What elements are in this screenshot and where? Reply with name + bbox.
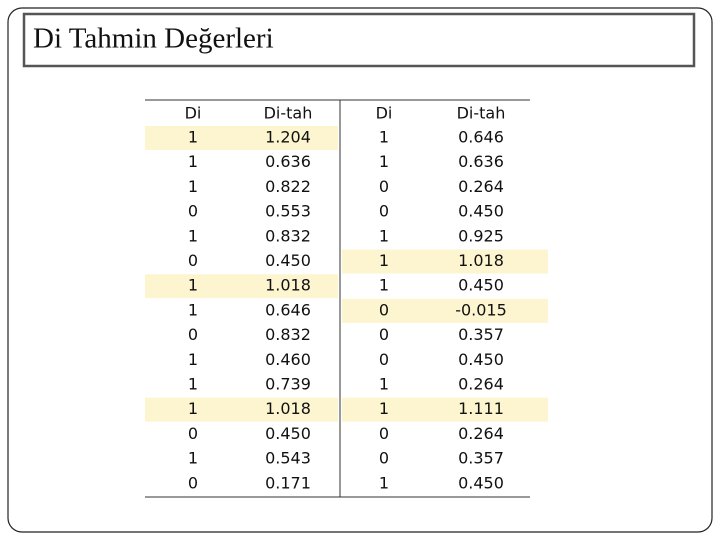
table-cell: 1: [379, 251, 389, 270]
table-cell: 0.636: [265, 152, 311, 171]
table-cell: 0.357: [458, 449, 504, 468]
table-cell: 1.018: [458, 251, 504, 270]
table-cell: 0: [188, 424, 198, 443]
table-cell: 0: [188, 325, 198, 344]
table-cell: 0.636: [458, 152, 504, 171]
table-cell: 0.553: [265, 202, 311, 221]
table-cell: 0.450: [458, 473, 504, 492]
row-highlight: [145, 274, 338, 299]
table-cell: 0: [379, 325, 389, 344]
table-cell: 1: [188, 276, 198, 295]
table-cell: 0.543: [265, 449, 311, 468]
table-cell: 1: [379, 276, 389, 295]
table-cell: 1: [188, 177, 198, 196]
row-highlight: [145, 126, 338, 150]
table-cell: 0.450: [458, 276, 504, 295]
table-cell: 1.018: [265, 276, 311, 295]
table-cell: 1: [188, 152, 198, 171]
table-cell: 1: [188, 350, 198, 369]
table-cell: 1: [188, 226, 198, 245]
table-cell: 0: [188, 473, 198, 492]
table-cell: 1.111: [458, 399, 504, 418]
table-cell: 1.204: [265, 128, 311, 147]
table-cell: 0.822: [265, 177, 311, 196]
row-highlight: [342, 397, 548, 422]
table-cell: 0.264: [458, 424, 504, 443]
table-cell: 0.264: [458, 375, 504, 394]
table-cell: 1.018: [265, 399, 311, 418]
table-cell: 0.646: [265, 300, 311, 319]
table-cell: 0: [379, 449, 389, 468]
table-cell: -0.015: [455, 300, 507, 319]
table-cell: 1: [379, 473, 389, 492]
table-cell: 1: [188, 300, 198, 319]
table-cell: 0: [379, 424, 389, 443]
table-cell: 0.450: [458, 202, 504, 221]
table-cell: 0.832: [265, 226, 311, 245]
table-cell: 0: [379, 350, 389, 369]
table-cell: 0: [379, 202, 389, 221]
table-cell: 0.450: [265, 424, 311, 443]
title-box: [22, 12, 696, 68]
table-cell: 0.832: [265, 325, 311, 344]
table-cell: 0.171: [265, 473, 311, 492]
table-cell: 0: [188, 251, 198, 270]
table-cell: 0: [188, 202, 198, 221]
table-cell: 0.925: [458, 226, 504, 245]
table-cell: 0.357: [458, 325, 504, 344]
table-cell: 0: [379, 177, 389, 196]
table-cell: 0.450: [265, 251, 311, 270]
table-cell: 1: [188, 399, 198, 418]
table-cell: 1: [379, 226, 389, 245]
table-cell: 0.264: [458, 177, 504, 196]
column-header: Di-tah: [457, 104, 506, 123]
table-cell: 1: [379, 399, 389, 418]
table-cell: 1: [188, 375, 198, 394]
table-cell: 1: [188, 128, 198, 147]
table-cell: 1: [188, 449, 198, 468]
row-highlight: [342, 249, 548, 274]
table-cell: 0: [379, 300, 389, 319]
table-cell: 0.460: [265, 350, 311, 369]
slide-title: Di Tahmin Değerleri: [33, 23, 274, 55]
table-cell: 1: [379, 152, 389, 171]
table-cell: 1: [379, 128, 389, 147]
table: Di Di-tah Di Di-tah 1 1.204 1 0.646 1 0.636 1 0.636…: [145, 99, 548, 498]
row-highlight: [145, 397, 338, 422]
column-header: Di: [185, 104, 202, 123]
table-cell: 0.646: [458, 128, 504, 147]
table-cell: 1: [379, 375, 389, 394]
table-cell: 0.450: [458, 350, 504, 369]
row-highlight: [342, 298, 548, 323]
column-header: Di: [376, 104, 393, 123]
table-cell: 0.739: [265, 375, 311, 394]
column-header: Di-tah: [264, 104, 313, 123]
